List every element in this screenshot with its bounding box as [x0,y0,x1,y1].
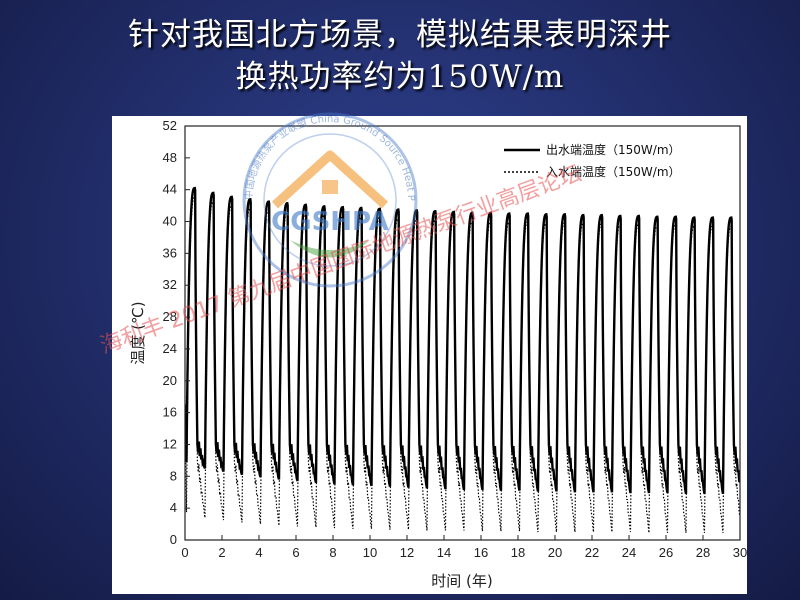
y-tick-label: 52 [163,118,177,133]
legend-label-inlet: 入水端温度（150W/m） [546,164,681,179]
legend-box [492,134,730,184]
y-tick-label: 48 [163,150,177,165]
plot-frame [184,125,741,541]
legend-label-outlet: 出水端温度（150W/m） [546,142,681,157]
slide-title-line1: 针对我国北方场景，模拟结果表明深井 [128,17,672,53]
slide-title: 针对我国北方场景，模拟结果表明深井 换热功率约为150W/m [0,14,800,98]
x-tick-label: 24 [622,545,636,560]
x-tick-label: 4 [255,545,262,560]
x-tick-label: 30 [733,545,747,560]
y-tick-label: 40 [163,214,177,229]
x-tick-label: 28 [696,545,710,560]
x-tick-label: 22 [585,545,599,560]
x-tick-label: 10 [363,545,377,560]
x-axis: 0 2 4 6 8 10 12 14 16 18 20 22 24 26 28 30 [181,535,747,560]
x-tick-label: 12 [400,545,414,560]
y-tick-label: 12 [163,436,177,451]
x-tick-label: 18 [511,545,525,560]
plot-area [185,186,740,533]
y-tick-label: 36 [163,245,177,260]
y-tick-label: 0 [170,532,177,547]
x-tick-label: 14 [437,545,451,560]
x-tick-label: 8 [329,545,336,560]
y-tick-label: 16 [163,405,177,420]
y-tick-label: 8 [170,468,177,483]
y-tick-label: 28 [163,309,177,324]
temperature-chart: 0 2 4 6 8 10 12 14 16 18 20 22 24 26 28 30 048121620242… [129,118,747,590]
series-line-outlet [185,186,740,495]
x-tick-label: 6 [292,545,299,560]
y-tick-label: 4 [170,500,177,515]
x-tick-label: 2 [218,545,225,560]
y-tick-label: 20 [163,373,177,388]
y-tick-label: 44 [163,182,177,197]
y-tick-label: 24 [163,341,177,356]
x-tick-label: 0 [181,545,188,560]
x-tick-label: 16 [474,545,488,560]
x-tick-label: 20 [548,545,562,560]
legend: 出水端温度（150W/m） 入水端温度（150W/m） [492,134,730,184]
y-axis-title: 温度 (℃) [129,301,147,364]
series-line-inlet [185,196,740,533]
x-axis-title: 时间 (年) [431,572,492,590]
y-tick-label: 32 [163,277,177,292]
slide-title-line2: 换热功率约为150W/m [235,59,565,95]
x-tick-label: 26 [659,545,673,560]
chart-panel: 0 2 4 6 8 10 12 14 16 18 20 22 24 26 28 30 0 4 8 12 16 20 24 2… [112,116,747,594]
